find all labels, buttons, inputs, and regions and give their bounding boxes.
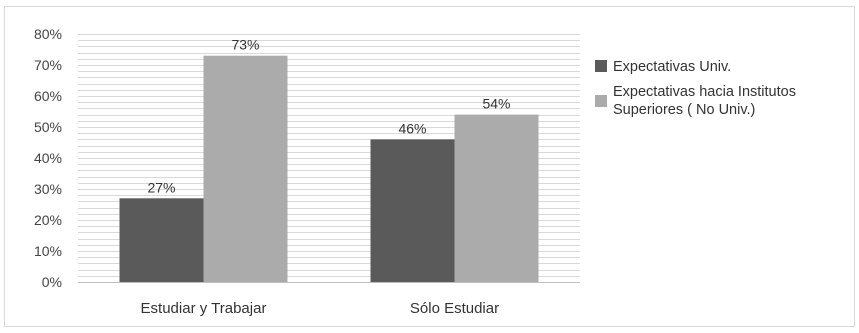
legend: Expectativas Univ. Expectativas hacia Ins…	[595, 59, 796, 118]
data-label: 27%	[147, 179, 175, 195]
bar	[454, 114, 539, 282]
y-tick-label: 0%	[42, 274, 62, 290]
y-tick-label: 80%	[34, 26, 62, 42]
legend-swatch	[595, 60, 607, 72]
y-tick-label: 20%	[34, 212, 62, 228]
bar	[203, 55, 288, 283]
y-tick-label: 10%	[34, 243, 62, 259]
legend-label: Expectativas Univ.	[613, 59, 731, 75]
y-axis: 0% 10% 20% 30% 40% 50% 60% 70% 80%	[34, 26, 62, 290]
data-label: 54%	[482, 96, 510, 112]
bar	[119, 198, 204, 282]
y-tick-label: 50%	[34, 119, 62, 135]
legend-label: Superiores ( No Univ.)	[613, 102, 755, 118]
y-tick-label: 40%	[34, 150, 62, 166]
category-label: Estudiar y Trabajar	[141, 300, 267, 317]
bars: 27% 73% 46% 54%	[119, 37, 539, 283]
category-label: Sólo Estudiar	[410, 300, 499, 317]
y-tick-label: 70%	[34, 57, 62, 73]
bar	[370, 139, 455, 282]
data-label: 46%	[398, 120, 426, 136]
y-tick-label: 30%	[34, 181, 62, 197]
y-tick-label: 60%	[34, 88, 62, 104]
legend-swatch	[595, 95, 607, 107]
x-axis: Estudiar y Trabajar Sólo Estudiar	[78, 282, 580, 317]
data-label: 73%	[231, 37, 259, 53]
legend-label: Expectativas hacia Institutos	[613, 84, 796, 100]
